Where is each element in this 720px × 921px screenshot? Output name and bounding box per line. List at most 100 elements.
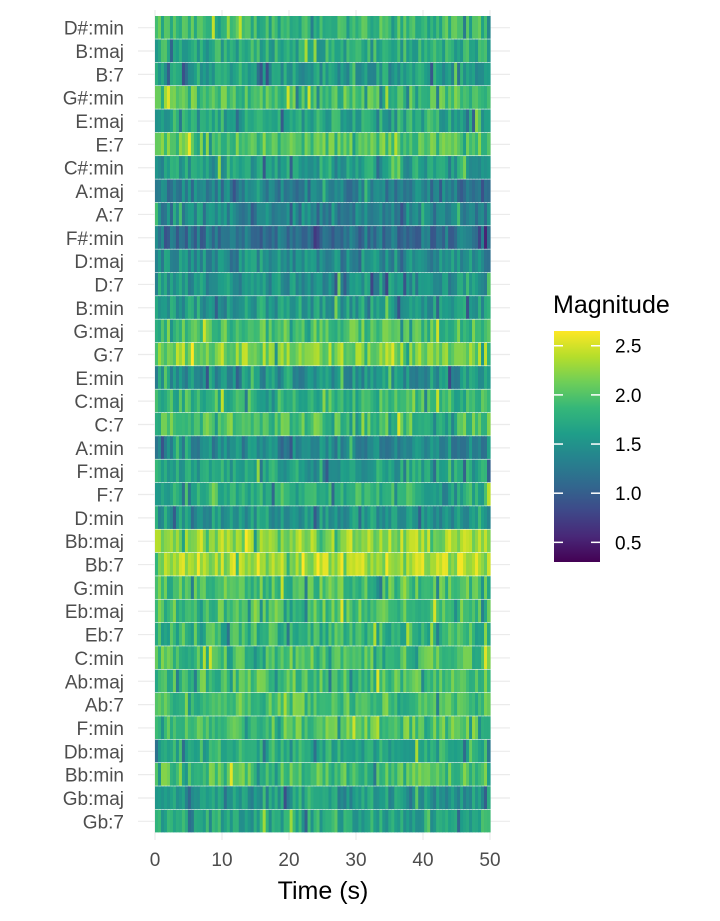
heatmap-cell (280, 762, 285, 786)
heatmap-cell (172, 762, 177, 786)
heatmap-cell (487, 132, 491, 156)
heatmap-cell (334, 482, 339, 506)
heatmap-cell (460, 716, 464, 740)
heatmap-cell (346, 179, 351, 203)
heatmap-cell (244, 296, 249, 319)
heatmap-cell (220, 272, 225, 296)
heatmap-cell (286, 576, 291, 599)
heatmap-cell (472, 202, 476, 226)
heatmap-cell (274, 692, 279, 716)
heatmap-cell (355, 389, 359, 413)
heatmap-cell (433, 202, 437, 226)
heatmap-cell (274, 809, 279, 833)
heatmap-cell (223, 599, 228, 623)
heatmap-cell (367, 762, 371, 786)
heatmap-cell (292, 786, 297, 810)
heatmap-cell (469, 62, 473, 86)
heatmap-cell (376, 389, 380, 413)
heatmap-cell (262, 529, 267, 553)
heatmap-cell (370, 622, 374, 646)
heatmap-cell (193, 436, 198, 459)
heatmap-cell (208, 86, 213, 109)
heatmap-cell (163, 272, 168, 296)
heatmap-cell (418, 622, 422, 646)
heatmap-cell (430, 86, 434, 109)
heatmap-cell (307, 109, 312, 133)
heatmap-cell (316, 576, 321, 599)
heatmap-cell (304, 412, 309, 436)
heatmap-cell (199, 786, 204, 810)
heatmap-cell (286, 272, 291, 296)
heatmap-cell (442, 786, 446, 810)
heatmap-cell (274, 86, 279, 109)
heatmap-cell (193, 156, 198, 179)
heatmap-cell (292, 436, 297, 459)
heatmap-cell (355, 552, 359, 576)
heatmap-cell (421, 86, 425, 109)
heatmap-cell (487, 482, 491, 506)
heatmap-cell (283, 226, 288, 249)
heatmap-cell (388, 459, 392, 483)
heatmap-cell (205, 459, 210, 483)
heatmap-row (155, 646, 491, 669)
heatmap-cell (451, 669, 455, 693)
heatmap-cell (388, 716, 392, 740)
heatmap-cell (427, 669, 431, 693)
heatmap-cell (310, 249, 315, 273)
heatmap-cell (418, 482, 422, 506)
heatmap-cell (382, 786, 386, 810)
heatmap-cell (289, 366, 294, 389)
heatmap-cell (415, 342, 419, 366)
heatmap-cell (307, 646, 312, 669)
heatmap-cell (331, 249, 336, 273)
heatmap-cell (457, 692, 461, 716)
heatmap-cell (460, 482, 464, 506)
heatmap-cell (226, 109, 231, 133)
heatmap-cell (214, 436, 219, 459)
heatmap-cell (286, 366, 291, 389)
heatmap-cell (334, 296, 339, 319)
heatmap-cell (487, 692, 491, 716)
heatmap-cell (379, 249, 383, 273)
heatmap-cell (181, 179, 186, 203)
heatmap-cell (367, 39, 371, 63)
heatmap-cell (166, 16, 171, 39)
heatmap-cell (268, 62, 273, 86)
heatmap-cell (166, 482, 171, 506)
heatmap-cell (415, 552, 419, 576)
heatmap-cell (238, 202, 243, 226)
heatmap-cell (226, 226, 231, 249)
heatmap-cell (181, 156, 186, 179)
heatmap-cell (232, 319, 237, 343)
heatmap-cell (448, 552, 452, 576)
heatmap-cell (235, 786, 240, 810)
heatmap-cell (343, 366, 348, 389)
heatmap-cell (241, 39, 246, 63)
heatmap-cell (190, 179, 195, 203)
heatmap-cell (340, 226, 345, 249)
heatmap-cell (331, 576, 336, 599)
heatmap-cell (418, 16, 422, 39)
heatmap-cell (307, 576, 312, 599)
heatmap-cell (472, 716, 476, 740)
heatmap-cell (262, 506, 267, 529)
heatmap-cell (238, 16, 243, 39)
heatmap-cell (175, 86, 180, 109)
heatmap-cell (277, 202, 282, 226)
heatmap-cell (391, 39, 395, 63)
heatmap-cell (391, 86, 395, 109)
heatmap-cell (388, 412, 392, 436)
heatmap-cell (478, 319, 482, 343)
heatmap-cell (223, 342, 228, 366)
heatmap-cell (316, 599, 321, 623)
heatmap-cell (298, 156, 303, 179)
heatmap-cell (214, 669, 219, 693)
heatmap-cell (307, 366, 312, 389)
heatmap-cell (475, 482, 479, 506)
heatmap-cell (421, 366, 425, 389)
heatmap-cell (310, 109, 315, 133)
heatmap-cell (274, 226, 279, 249)
heatmap-cell (301, 109, 306, 133)
heatmap-cell (343, 809, 348, 833)
heatmap-cell (226, 179, 231, 203)
